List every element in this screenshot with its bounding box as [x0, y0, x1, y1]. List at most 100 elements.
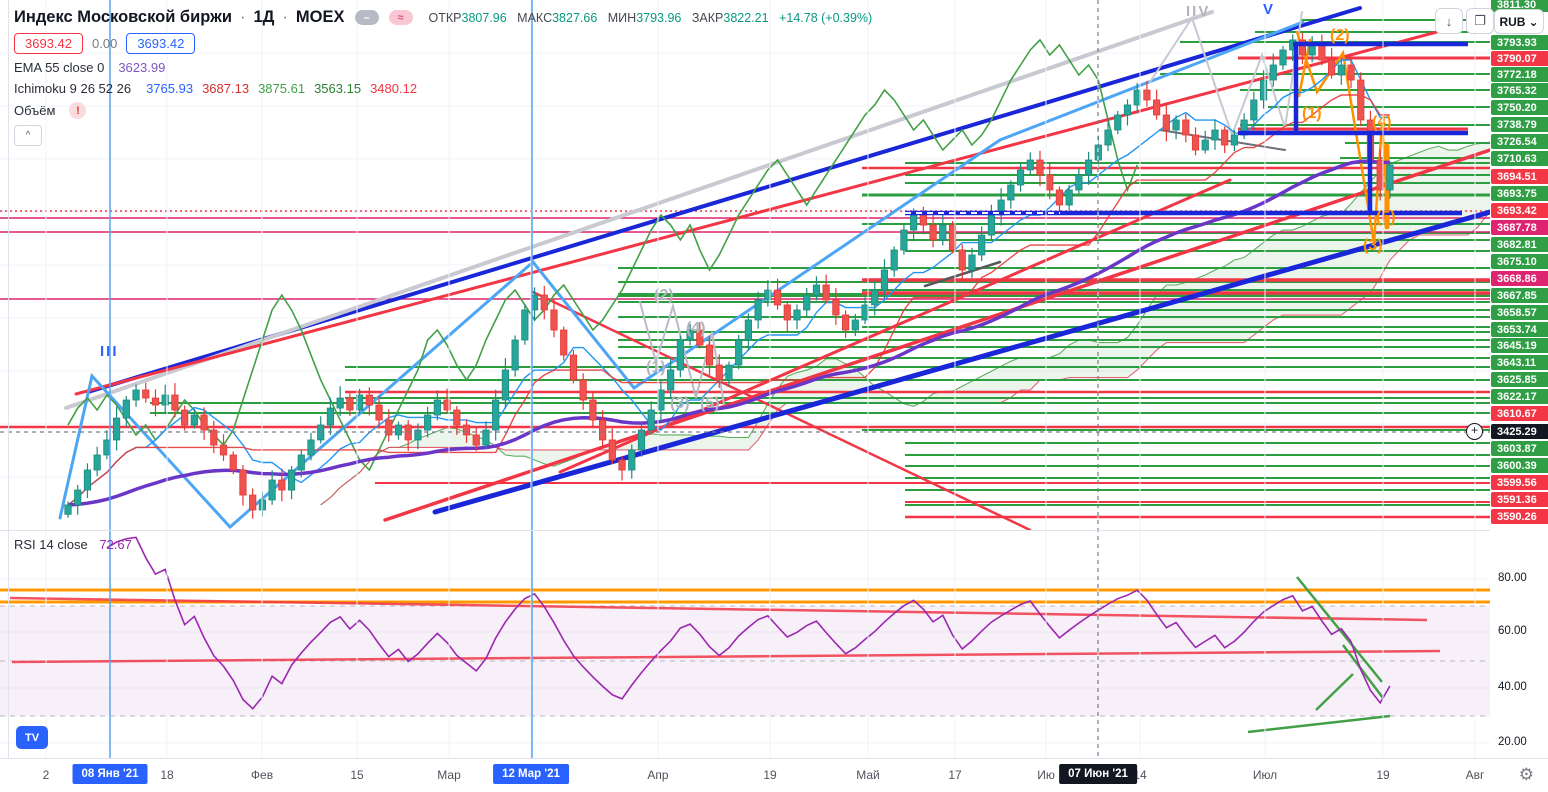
candle[interactable] [871, 289, 879, 306]
candle[interactable] [1065, 189, 1073, 206]
candle[interactable] [151, 397, 160, 406]
candle[interactable] [540, 294, 548, 311]
rsi-pane[interactable] [0, 536, 1490, 744]
candle[interactable] [987, 214, 996, 236]
candle[interactable] [1298, 39, 1307, 56]
candle[interactable] [1104, 129, 1112, 146]
candle[interactable] [200, 414, 208, 431]
candle[interactable] [1172, 119, 1180, 131]
currency-selector[interactable]: RUB ⌄ [1494, 9, 1544, 34]
candle[interactable] [249, 494, 257, 511]
candle[interactable] [667, 369, 675, 391]
candle[interactable] [550, 309, 558, 331]
candle[interactable] [1269, 64, 1277, 81]
candle[interactable] [929, 224, 937, 241]
roman-numeral-label[interactable]: IIV [1186, 3, 1210, 20]
candle[interactable] [1016, 169, 1025, 186]
candle[interactable] [812, 284, 821, 296]
candle[interactable] [608, 439, 616, 461]
candle[interactable] [297, 454, 305, 471]
candle[interactable] [74, 489, 82, 506]
price-tag-blue[interactable]: 3693.42 [126, 33, 196, 54]
rsi-green-trendline[interactable] [1247, 714, 1391, 734]
orange-wave-label[interactable]: (4) [1372, 114, 1392, 131]
candle[interactable] [618, 459, 626, 471]
approx-pill-icon[interactable]: ≈ [388, 10, 413, 25]
candle[interactable] [628, 449, 636, 471]
candle[interactable] [832, 299, 840, 316]
candle[interactable] [1386, 164, 1394, 191]
candle[interactable] [968, 254, 976, 271]
gray-wave-label[interactable]: (3) [670, 395, 690, 412]
roman-numeral-label[interactable]: V [1263, 1, 1275, 18]
candle[interactable] [1191, 134, 1200, 151]
candle[interactable] [103, 439, 111, 456]
rsi-green-trendline[interactable] [1342, 644, 1384, 699]
candle[interactable] [346, 397, 354, 411]
candle[interactable] [696, 329, 704, 346]
candle[interactable] [1308, 44, 1316, 56]
candle[interactable] [880, 269, 889, 291]
candle[interactable] [482, 429, 490, 446]
candle[interactable] [939, 224, 947, 241]
main-pane[interactable]: (1) (2) (3) (4) (5) (1) (2) (3) (4) (5) [0, 6, 1490, 530]
time-axis[interactable]: ⚙ 2 08 Янв '21 18 Фев 15 Мар 12 Мар '21 Апр 19 Ма… [0, 758, 1548, 792]
candle[interactable] [1123, 104, 1132, 116]
candle[interactable] [919, 214, 927, 226]
candle[interactable] [754, 299, 762, 321]
candle[interactable] [715, 364, 723, 381]
candle[interactable] [472, 434, 480, 446]
candle[interactable] [336, 397, 344, 409]
candle[interactable] [1259, 79, 1268, 101]
candle[interactable] [1328, 59, 1336, 76]
candle[interactable] [1085, 159, 1093, 176]
candle[interactable] [287, 469, 296, 491]
candle[interactable] [424, 414, 432, 431]
candle[interactable] [1279, 49, 1287, 66]
candle[interactable] [113, 417, 121, 441]
candle[interactable] [365, 394, 373, 406]
candle[interactable] [462, 424, 471, 436]
candle[interactable] [637, 429, 646, 451]
candle[interactable] [375, 404, 383, 421]
candle[interactable] [492, 399, 500, 431]
candle[interactable] [900, 229, 908, 251]
candle[interactable] [414, 429, 422, 441]
candle[interactable] [181, 409, 189, 426]
silver-wave[interactable] [1149, 11, 1303, 138]
candle[interactable] [443, 399, 451, 411]
candle[interactable] [647, 409, 655, 431]
candle[interactable] [1337, 64, 1345, 76]
gray-wave-label[interactable]: (5) [700, 395, 720, 412]
gray-wave-label[interactable]: (1) [646, 359, 666, 376]
candle[interactable] [560, 329, 568, 356]
red-trend-a[interactable] [74, 26, 1454, 396]
candle[interactable] [1211, 129, 1219, 141]
collapse-legend-button[interactable]: ^ [14, 125, 42, 146]
candle[interactable] [783, 304, 791, 321]
candle[interactable] [676, 339, 684, 371]
candle[interactable] [599, 419, 607, 441]
candle[interactable] [142, 389, 150, 399]
candle[interactable] [219, 444, 228, 456]
candle[interactable] [725, 364, 733, 381]
bar-style-pill-icon[interactable]: – [354, 10, 379, 25]
candle[interactable] [433, 399, 441, 416]
candle[interactable] [1143, 89, 1151, 101]
candle[interactable] [822, 284, 830, 301]
candle[interactable] [1201, 139, 1209, 151]
candle[interactable] [773, 289, 782, 306]
symbol-row[interactable]: Индекс Московской биржи · 1Д · MOEX – ≈ … [14, 8, 872, 27]
candle[interactable] [579, 379, 587, 401]
candle[interactable] [890, 249, 898, 271]
candle[interactable] [1250, 99, 1258, 121]
rsi-green-trendline[interactable] [1315, 673, 1354, 711]
gray-wave-label[interactable]: (4) [686, 320, 706, 337]
candle[interactable] [1055, 189, 1064, 206]
zigzag-lightblue[interactable] [58, 20, 1305, 530]
crosshair-plus-icon[interactable]: + [1466, 423, 1483, 440]
ema-legend[interactable]: EMA 55 close 0 3623.99 [14, 60, 872, 75]
candle[interactable] [210, 429, 218, 446]
pane-separator[interactable] [0, 530, 1548, 531]
candle[interactable] [744, 319, 753, 341]
